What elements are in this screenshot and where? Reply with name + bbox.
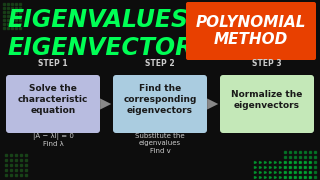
Text: EIGENVECTORS: EIGENVECTORS: [8, 36, 212, 60]
Text: STEP 1: STEP 1: [38, 59, 68, 68]
FancyBboxPatch shape: [6, 75, 100, 133]
Text: |A − λI| = 0
Find λ: |A − λI| = 0 Find λ: [33, 133, 73, 147]
FancyBboxPatch shape: [186, 2, 316, 60]
Text: POLYNOMIAL
METHOD: POLYNOMIAL METHOD: [196, 15, 306, 47]
Text: Substitute the
eigenvalues
Find v: Substitute the eigenvalues Find v: [135, 133, 185, 154]
Text: STEP 2: STEP 2: [145, 59, 175, 68]
Text: Normalize the
eigenvectors: Normalize the eigenvectors: [231, 90, 303, 110]
Text: EIGENVALUES: EIGENVALUES: [8, 8, 189, 32]
Text: Find the
corresponding
eigenvectors: Find the corresponding eigenvectors: [123, 84, 197, 115]
FancyBboxPatch shape: [220, 75, 314, 133]
FancyBboxPatch shape: [113, 75, 207, 133]
Text: Solve the
characteristic
equation: Solve the characteristic equation: [18, 84, 88, 115]
Text: STEP 3: STEP 3: [252, 59, 282, 68]
